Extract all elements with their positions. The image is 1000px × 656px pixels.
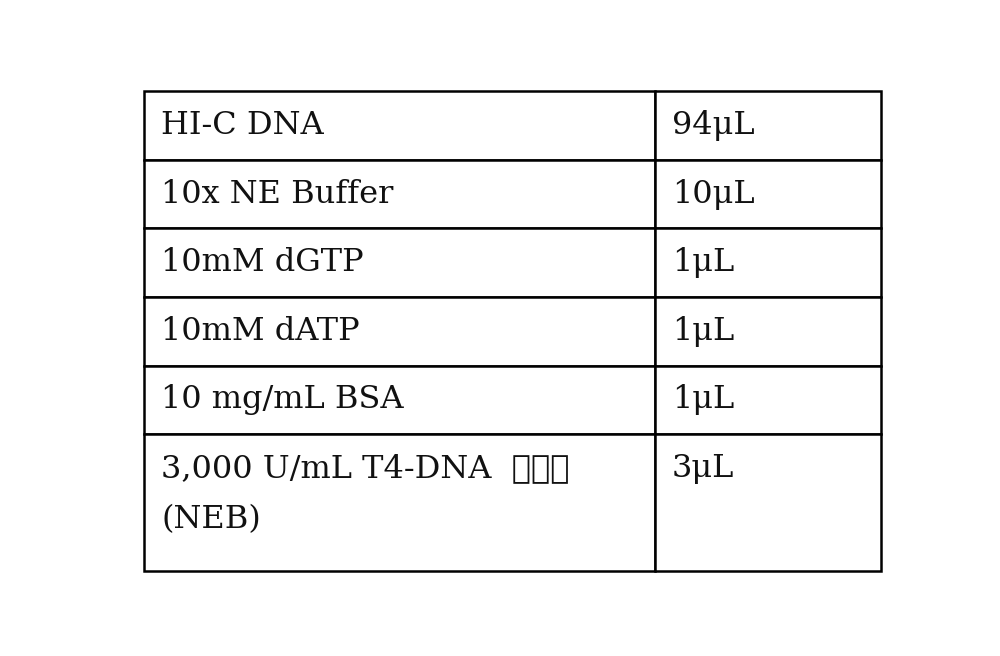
Text: 1μL: 1μL [672, 384, 734, 415]
Bar [655, 160, 881, 228]
Text: 94μL: 94μL [672, 110, 754, 141]
Text: 10μL: 10μL [672, 178, 754, 210]
Bar [144, 91, 655, 160]
Bar [655, 228, 881, 297]
Bar [655, 297, 881, 365]
Text: HI-C DNA: HI-C DNA [161, 110, 324, 141]
Text: 10mM dATP: 10mM dATP [161, 316, 360, 347]
Text: (NEB): (NEB) [161, 504, 261, 535]
Text: 10 mg/mL BSA: 10 mg/mL BSA [161, 384, 404, 415]
Text: 10mM dGTP: 10mM dGTP [161, 247, 364, 278]
Bar [144, 434, 655, 571]
Bar [655, 365, 881, 434]
Bar [655, 434, 881, 571]
Text: 10x NE Buffer: 10x NE Buffer [161, 178, 394, 210]
Bar [144, 297, 655, 365]
Text: 3μL: 3μL [672, 453, 734, 484]
Text: 1μL: 1μL [672, 316, 734, 347]
Bar [144, 365, 655, 434]
Bar [144, 228, 655, 297]
Bar [144, 160, 655, 228]
Text: 1μL: 1μL [672, 247, 734, 278]
Text: 3,000 U/mL T4-DNA  聚合鉦: 3,000 U/mL T4-DNA 聚合鉦 [161, 453, 570, 484]
Bar [655, 91, 881, 160]
